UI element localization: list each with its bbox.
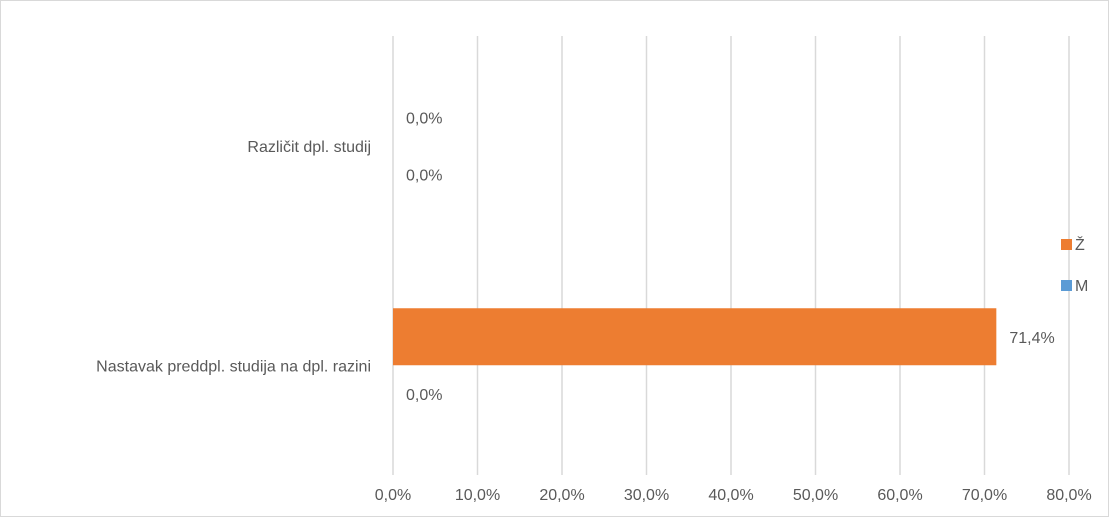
x-tick-label: 70,0%: [962, 487, 1007, 504]
legend-swatch: [1061, 239, 1072, 250]
data-label: 0,0%: [406, 167, 442, 184]
bar-z: [393, 308, 997, 366]
legend: ŽM: [1061, 235, 1088, 295]
x-tick-label: 20,0%: [539, 487, 584, 504]
bars: [393, 308, 997, 366]
x-tick-label: 30,0%: [624, 487, 669, 504]
x-tick-label: 0,0%: [375, 487, 411, 504]
category-label: Različit dpl. studij: [247, 139, 371, 156]
category-label: Nastavak preddpl. studija na dpl. razini: [96, 358, 371, 375]
data-labels: 0,0% 71,4% 0,0% 0,0%: [406, 110, 1055, 404]
gridlines: [392, 36, 1070, 475]
x-tick-label: 50,0%: [793, 487, 838, 504]
legend-swatch: [1061, 280, 1072, 291]
legend-label: Ž: [1075, 235, 1085, 254]
legend-label: M: [1075, 278, 1088, 295]
x-tick-label: 80,0%: [1046, 487, 1091, 504]
x-tick-label: 40,0%: [708, 487, 753, 504]
data-label: 0,0%: [406, 387, 442, 404]
category-labels: Nastavak preddpl. studija na dpl. razini…: [96, 139, 371, 376]
x-tick-label: 10,0%: [455, 487, 500, 504]
data-label: 0,0%: [406, 110, 442, 127]
x-tick-label: 60,0%: [877, 487, 922, 504]
data-label: 71,4%: [1009, 330, 1054, 347]
x-axis-ticks: 0,0% 10,0% 20,0% 30,0% 40,0% 50,0% 60,0% 70,0% 8…: [375, 487, 1092, 504]
